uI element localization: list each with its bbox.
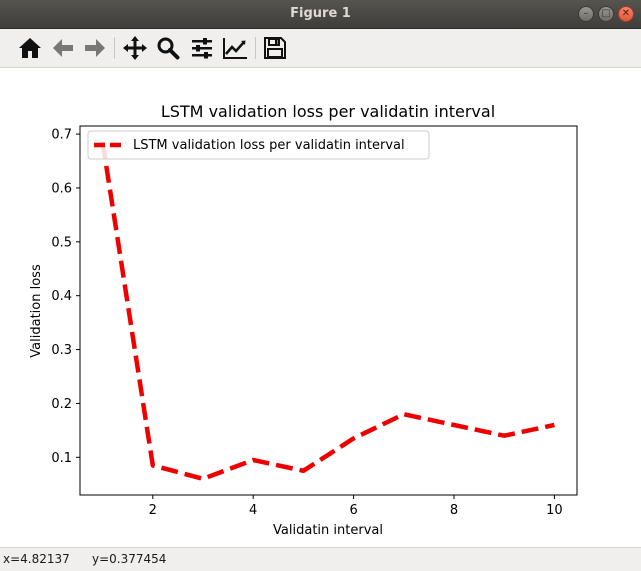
cursor-y-readout: y=0.377454 <box>92 552 166 566</box>
legend: LSTM validation loss per validatin inter… <box>88 131 429 159</box>
zoom-magnifier-icon <box>156 36 180 60</box>
figure-canvas[interactable]: LSTM validation loss per validatin inter… <box>0 68 641 547</box>
line-chart: LSTM validation loss per validatin inter… <box>0 68 641 547</box>
configure-subplots-icon <box>190 36 214 60</box>
edit-axis-button[interactable] <box>221 34 249 62</box>
status-bar: x=4.82137 y=0.377454 <box>0 547 641 571</box>
save-floppy-icon <box>263 36 287 60</box>
data-layer <box>103 142 555 479</box>
y-tick-label: 0.2 <box>51 397 72 412</box>
zoom-button[interactable] <box>154 34 182 62</box>
forward-button[interactable] <box>81 34 109 62</box>
chart-title: LSTM validation loss per validatin inter… <box>161 102 495 121</box>
maximize-button[interactable]: □ <box>598 6 614 22</box>
y-axis: 0.1 0.2 0.3 0.4 0.5 0.6 0.7 <box>51 128 80 466</box>
x-axis-label: Validatin interval <box>273 523 383 538</box>
window-title-bar[interactable]: Figure 1 – □ ✕ <box>0 0 641 29</box>
save-button[interactable] <box>261 34 289 62</box>
configure-subplots-button[interactable] <box>188 34 216 62</box>
x-axis: 2 4 6 8 10 <box>149 495 563 518</box>
y-tick-label: 0.6 <box>51 181 72 196</box>
minimize-button[interactable]: – <box>578 6 594 22</box>
y-tick-label: 0.1 <box>51 451 72 466</box>
legend-label: LSTM validation loss per validatin inter… <box>133 138 405 153</box>
pan-move-icon <box>122 35 148 61</box>
navigation-toolbar <box>0 29 641 68</box>
forward-arrow-icon <box>83 36 107 60</box>
toolbar-separator <box>114 37 115 59</box>
axes-frame <box>80 126 577 495</box>
y-tick-label: 0.3 <box>51 343 72 358</box>
y-tick-label: 0.4 <box>51 289 72 304</box>
y-tick-label: 0.5 <box>51 235 72 250</box>
close-button[interactable]: ✕ <box>618 6 634 22</box>
y-tick-label: 0.7 <box>51 128 72 143</box>
x-tick-label: 8 <box>450 503 458 518</box>
x-tick-label: 6 <box>349 503 357 518</box>
toolbar-separator <box>255 37 256 59</box>
x-tick-label: 4 <box>249 503 257 518</box>
window-title: Figure 1 <box>0 6 641 21</box>
cursor-x-readout: x=4.82137 <box>3 552 70 566</box>
y-axis-label: Validation loss <box>29 264 44 358</box>
home-button[interactable] <box>16 34 44 62</box>
back-arrow-icon <box>51 36 75 60</box>
pan-button[interactable] <box>121 34 149 62</box>
x-tick-label: 10 <box>546 503 563 518</box>
series-line <box>103 142 555 479</box>
x-tick-label: 2 <box>149 503 157 518</box>
home-icon <box>18 36 42 60</box>
edit-axis-curve-icon <box>222 36 248 60</box>
back-button[interactable] <box>49 34 77 62</box>
